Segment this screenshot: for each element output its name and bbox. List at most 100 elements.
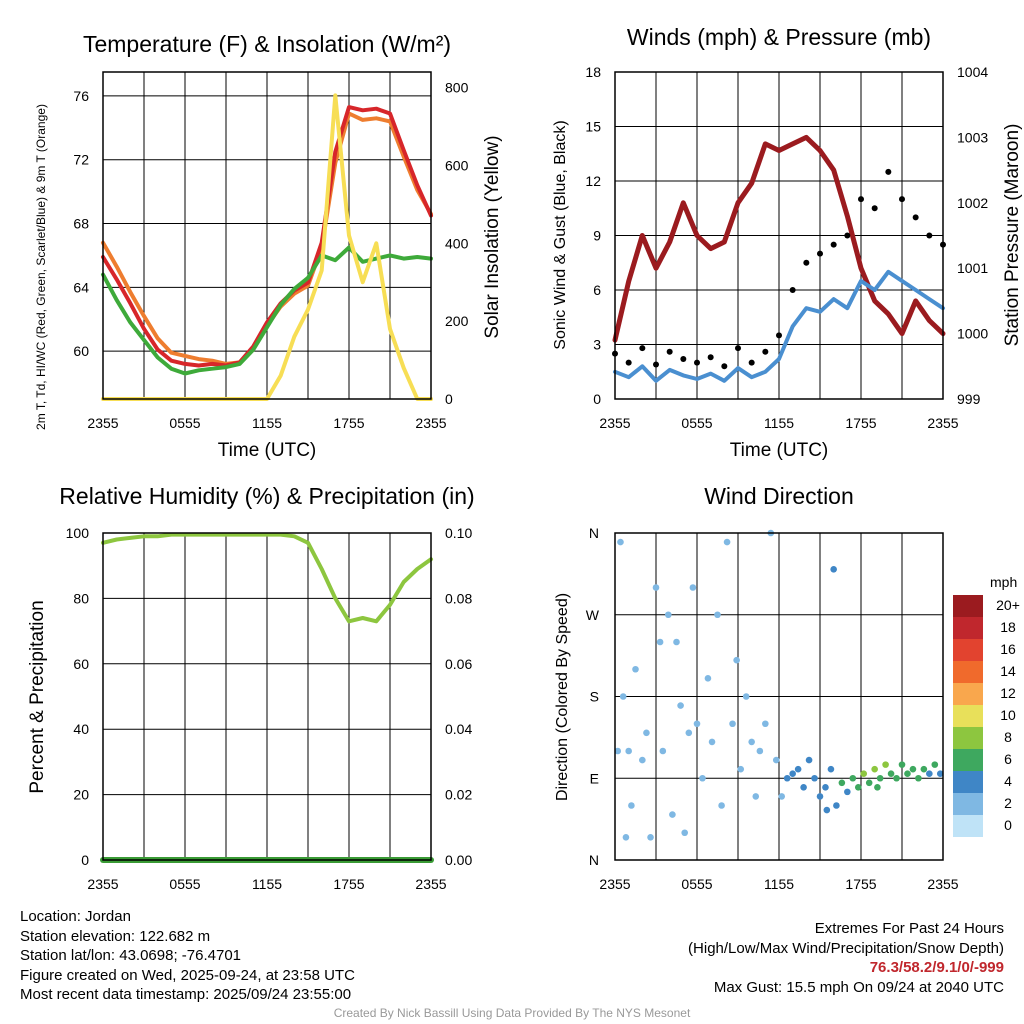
series-2m-t bbox=[101, 105, 433, 368]
gust-point bbox=[899, 196, 905, 203]
y2-tick-label: 1003 bbox=[957, 129, 988, 145]
y2-tick-label: 1002 bbox=[957, 195, 988, 211]
chart-wind: Winds (mph) & Pressure (mb) 0 3 6 9 12 15 18 999… bbox=[552, 24, 1023, 461]
legend-label: 4 bbox=[1004, 773, 1012, 789]
y2-tick-label: 0.08 bbox=[445, 590, 472, 606]
y-tick-label: 18 bbox=[585, 64, 601, 80]
direction-point bbox=[742, 693, 750, 700]
legend-swatch bbox=[953, 815, 983, 837]
y-axis-label: Direction (Colored By Speed) bbox=[554, 593, 571, 801]
y-tick-label: 40 bbox=[73, 721, 89, 737]
legend-swatch bbox=[953, 749, 983, 771]
extremes-subtitle: (High/Low/Max Wind/Precipitation/Snow De… bbox=[688, 939, 1004, 957]
legend-label: 20+ bbox=[996, 597, 1020, 613]
y-tick-label: 9 bbox=[593, 228, 601, 244]
direction-point bbox=[619, 693, 627, 700]
gust-point bbox=[871, 205, 878, 212]
gust-point bbox=[680, 356, 687, 363]
y2-tick-label: 0.10 bbox=[445, 525, 472, 541]
gust-point bbox=[762, 348, 769, 355]
series-sonic-wind bbox=[613, 269, 945, 383]
plot-frame bbox=[102, 71, 432, 400]
gust-point bbox=[789, 287, 796, 293]
y-axis-label: 2m T, Td, HI/WC (Red, Green, Scarlet/Blu… bbox=[34, 104, 48, 430]
x-tick-label: 2355 bbox=[415, 415, 446, 431]
y-tick-label: 3 bbox=[593, 337, 601, 353]
legend-swatch bbox=[953, 727, 983, 749]
direction-point bbox=[617, 538, 624, 546]
direction-point bbox=[783, 774, 791, 782]
direction-point bbox=[677, 702, 684, 709]
legend-label: 0 bbox=[1004, 817, 1012, 833]
direction-point bbox=[628, 802, 635, 809]
x-tick-label: 0555 bbox=[169, 876, 200, 892]
y-tick-label: 15 bbox=[585, 119, 601, 135]
legend-label: 6 bbox=[1004, 751, 1012, 767]
x-tick-label: 1755 bbox=[333, 415, 364, 431]
y-tick-label: E bbox=[590, 770, 599, 786]
gust-point bbox=[885, 168, 892, 175]
direction-point bbox=[882, 761, 889, 768]
direction-point bbox=[714, 611, 721, 619]
direction-point bbox=[673, 638, 680, 646]
y-tick-label: 64 bbox=[73, 279, 89, 295]
direction-point bbox=[622, 833, 630, 841]
station-info: Location: Jordan Station elevation: 122.… bbox=[20, 907, 355, 1005]
plot-frame bbox=[102, 532, 432, 861]
gust-point bbox=[653, 361, 659, 368]
y2-tick-label: 200 bbox=[445, 313, 469, 329]
legend-label: 10 bbox=[1000, 707, 1016, 723]
chart-rh: Relative Humidity (%) & Precipitation (i… bbox=[27, 483, 475, 892]
direction-point bbox=[931, 761, 939, 768]
legend-swatch bbox=[953, 683, 983, 705]
y-tick-label: 68 bbox=[73, 216, 89, 232]
station-latlon: Station lat/lon: 43.0698; -76.4701 bbox=[20, 947, 242, 965]
direction-point bbox=[838, 779, 846, 787]
y-tick-label: 12 bbox=[585, 173, 601, 189]
series-station-pressure bbox=[612, 134, 946, 343]
legend-swatch bbox=[953, 639, 983, 661]
speed-legend: mph 20+ 18 16 14 12 10 8 6 4 2 0 bbox=[953, 574, 1020, 837]
gust-point bbox=[694, 359, 700, 366]
x-tick-label: 0555 bbox=[681, 415, 712, 431]
direction-point bbox=[778, 793, 786, 800]
legend-label: 14 bbox=[1000, 663, 1016, 679]
direction-point bbox=[718, 802, 725, 809]
meteogram-figure: Temperature (F) & Insolation (W/m²)60646… bbox=[27, 24, 1023, 892]
gust-point bbox=[858, 196, 864, 203]
x-tick-label: 0555 bbox=[681, 876, 712, 892]
y-tick-label: 76 bbox=[73, 88, 89, 104]
direction-point bbox=[898, 761, 906, 768]
y2-tick-label: 0.02 bbox=[445, 787, 472, 803]
y-tick-label: 100 bbox=[66, 525, 90, 541]
chart-title: Winds (mph) & Pressure (mb) bbox=[627, 24, 931, 50]
x-tick-label: 2355 bbox=[927, 415, 958, 431]
direction-point bbox=[909, 765, 917, 773]
direction-point bbox=[800, 784, 807, 791]
x-tick-label: 1755 bbox=[845, 876, 876, 892]
direction-point bbox=[762, 720, 769, 728]
legend-swatch bbox=[953, 661, 983, 683]
direction-point bbox=[729, 720, 736, 728]
y-tick-label: 6 bbox=[593, 282, 601, 298]
plot-frame bbox=[614, 71, 944, 400]
direction-point bbox=[704, 675, 712, 682]
gust-point bbox=[912, 214, 919, 221]
y2-tick-label: 0.06 bbox=[445, 656, 472, 672]
extremes-title: Extremes For Past 24 Hours bbox=[814, 920, 1004, 937]
y2-tick-label: 1004 bbox=[957, 64, 988, 80]
direction-point bbox=[805, 756, 813, 764]
legend-label: 12 bbox=[1000, 685, 1016, 701]
y2-tick-label: 0 bbox=[445, 391, 453, 407]
direction-point bbox=[794, 765, 802, 773]
gust-point bbox=[844, 232, 851, 239]
direction-point bbox=[656, 638, 664, 646]
direction-point bbox=[685, 729, 693, 737]
gust-point bbox=[735, 345, 741, 352]
extremes-values: 76.3/58.2/9.1/0/-999 bbox=[869, 959, 1004, 977]
x-tick-label: 1155 bbox=[764, 876, 794, 892]
legend-label: 18 bbox=[1000, 619, 1016, 635]
direction-point bbox=[665, 611, 672, 619]
y2-tick-label: 600 bbox=[445, 157, 469, 173]
